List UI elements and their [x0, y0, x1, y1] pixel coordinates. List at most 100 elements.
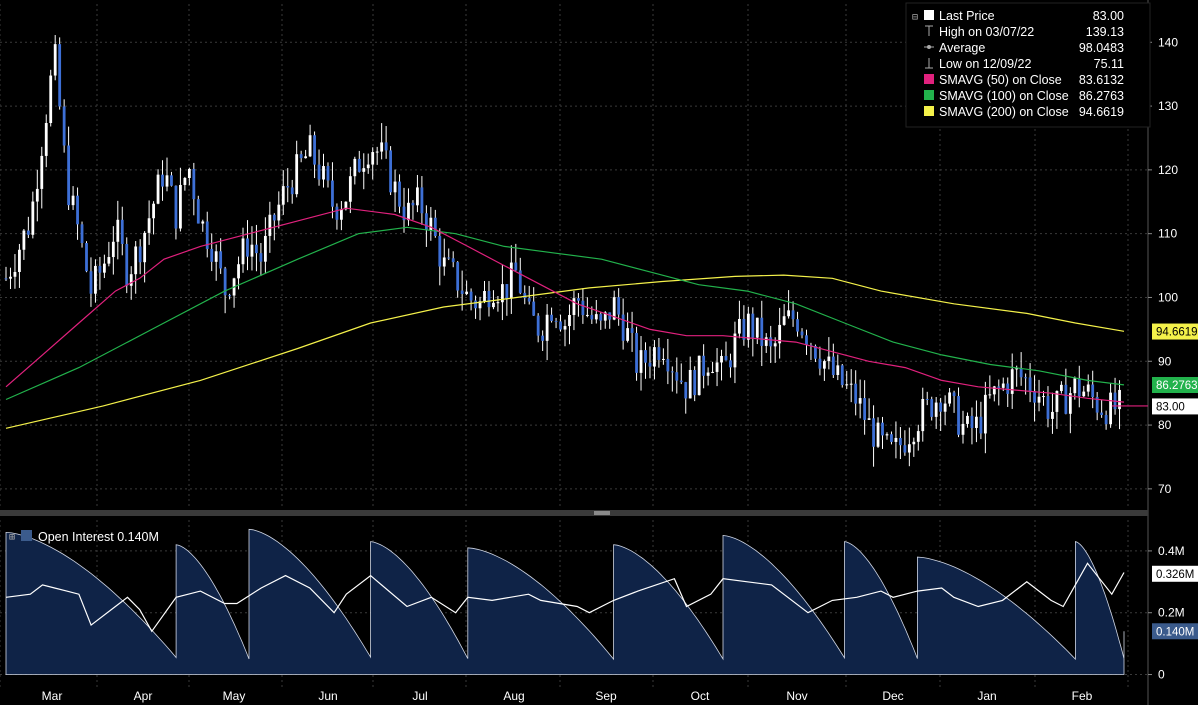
- legend-label: SMAVG (200) on Close: [939, 105, 1069, 119]
- candle-down: [286, 186, 290, 188]
- oi-tick-label: 0: [1158, 668, 1165, 682]
- candle-down: [514, 262, 518, 271]
- candle-down: [317, 164, 321, 180]
- candle-up: [49, 75, 53, 124]
- candle-up: [187, 168, 191, 178]
- legend-value: 139.13: [1086, 25, 1124, 39]
- candle-up: [697, 355, 701, 396]
- candle-up: [416, 187, 419, 206]
- candle-up: [1015, 368, 1019, 370]
- candle-down: [608, 312, 612, 320]
- legend-swatch: [924, 74, 934, 84]
- candle-up: [500, 284, 504, 303]
- legend-label: Average: [939, 41, 985, 55]
- candle-up: [71, 195, 75, 206]
- candle-up: [18, 249, 21, 272]
- candle-down: [742, 318, 746, 340]
- candle-down: [125, 243, 129, 286]
- candle-up: [429, 217, 433, 231]
- candle-down: [219, 251, 223, 269]
- candle-down: [1033, 391, 1036, 403]
- candle-down: [424, 213, 428, 231]
- candle-up: [375, 151, 379, 153]
- candle-down: [85, 243, 88, 272]
- candle-down: [1091, 384, 1095, 398]
- candle-down: [899, 437, 902, 446]
- candle-up: [545, 314, 549, 341]
- candle-down: [939, 402, 943, 412]
- candle-down: [420, 187, 424, 214]
- price-tick-label: 80: [1158, 418, 1172, 432]
- candle-up: [563, 326, 567, 330]
- candle-up: [111, 241, 115, 258]
- candle-down: [970, 415, 974, 428]
- candle-up: [496, 302, 500, 304]
- candle-down: [630, 328, 634, 333]
- candle-up: [787, 310, 790, 317]
- sma-100-line: [5, 226, 1125, 401]
- candle-down: [62, 106, 66, 146]
- candle-down: [299, 154, 303, 159]
- candle-up: [975, 416, 978, 428]
- candle-up: [371, 152, 375, 165]
- candle-down: [724, 355, 728, 361]
- candle-up: [626, 328, 630, 341]
- price-legend-box: [905, 2, 1151, 128]
- candle-up: [304, 156, 308, 159]
- candle-down: [170, 175, 173, 186]
- candle-down: [541, 335, 545, 341]
- candle-up: [134, 246, 138, 275]
- oi-collapse-icon[interactable]: ⊞: [9, 533, 15, 544]
- candle-up: [13, 271, 17, 277]
- candle-down: [831, 356, 835, 376]
- candle-up: [885, 434, 889, 436]
- candle-up: [845, 384, 849, 386]
- candle-down: [840, 365, 844, 386]
- candle-down: [456, 262, 460, 291]
- candle-down: [272, 214, 276, 221]
- candle-up: [711, 371, 714, 373]
- candle-up: [40, 155, 44, 189]
- candle-up: [478, 301, 482, 309]
- legend-label: Low on 12/09/22: [939, 57, 1031, 71]
- candle-down: [903, 445, 907, 453]
- candle-up: [393, 181, 397, 193]
- candle-down: [554, 320, 558, 322]
- oi-badge-1-text: 0.140M: [1156, 626, 1194, 638]
- legend-collapse-icon[interactable]: ⊟: [912, 13, 918, 24]
- candle-down: [729, 360, 732, 368]
- panel-divider[interactable]: [0, 510, 1148, 516]
- candle-up: [966, 415, 969, 424]
- candle-down: [657, 347, 661, 360]
- candle-up: [268, 214, 272, 236]
- oi-axis-ticks: 0 0.2M 0.4M: [1148, 544, 1185, 682]
- candle-down: [979, 416, 983, 434]
- legend-swatch: [924, 106, 934, 116]
- candle-down: [648, 362, 652, 367]
- candle-down: [532, 301, 536, 316]
- candle-down: [581, 300, 585, 316]
- candle-down: [89, 271, 93, 294]
- candle-down: [192, 168, 196, 200]
- candle-down: [357, 158, 361, 172]
- panel-divider-grip[interactable]: [594, 511, 610, 515]
- candle-up: [183, 177, 187, 185]
- candle-up: [237, 264, 240, 279]
- candle-down: [925, 398, 929, 400]
- candle-down: [890, 434, 893, 442]
- candle-down: [675, 372, 679, 381]
- oi-badge-0-text: 0.326M: [1156, 569, 1194, 581]
- candle-down: [550, 314, 553, 321]
- candle-up: [344, 201, 348, 210]
- candle-up: [661, 358, 665, 360]
- candle-down: [644, 350, 647, 363]
- candle-down: [791, 310, 795, 320]
- candle-up: [943, 403, 947, 412]
- legend-rows: Last Price 83.00 High on 03/07/22 139.13 Ave…: [924, 9, 1124, 119]
- candle-up: [22, 230, 26, 250]
- candle-down: [1095, 397, 1099, 413]
- candle-up: [53, 44, 57, 76]
- candle-down: [684, 382, 688, 399]
- candle-up: [1068, 393, 1072, 414]
